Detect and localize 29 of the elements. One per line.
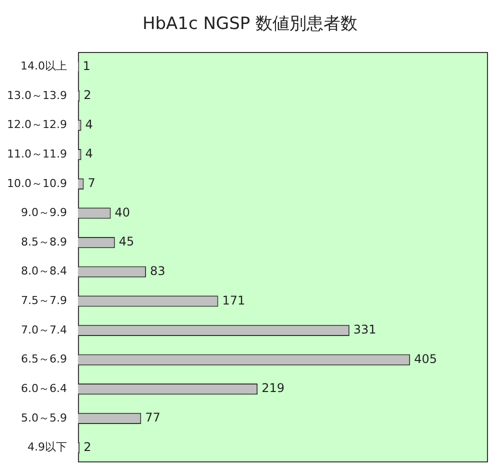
data-label: 77: [145, 410, 160, 425]
y-tick-label: 4.9以下: [27, 440, 67, 454]
data-label: 1: [82, 58, 90, 73]
data-label: 83: [150, 264, 166, 278]
chart-title: HbA1c NGSP 数値別患者数: [141, 13, 359, 35]
data-label: 4: [85, 117, 93, 132]
data-label: 45: [118, 234, 134, 249]
y-tick-label: 9.0～9.9: [20, 206, 67, 220]
y-tick-label: 14.0以上: [20, 60, 67, 73]
y-tick-label: 10.0～10.9: [7, 176, 67, 190]
data-label: 405: [414, 352, 438, 366]
data-label: 4: [85, 146, 93, 161]
y-tick-label: 12.0～12.9: [7, 118, 67, 132]
data-label: 2: [84, 440, 92, 454]
data-label: 171: [222, 293, 246, 308]
data-label: 7: [88, 176, 96, 190]
y-tick-label: 5.0～5.9: [20, 411, 67, 424]
y-tick-label: 13.0～13.9: [7, 88, 67, 102]
y-tick-label: 8.5～8.9: [20, 235, 67, 248]
data-label: 219: [262, 381, 284, 396]
y-tick-label: 6.5～6.9: [20, 352, 67, 366]
data-label: 331: [353, 322, 376, 337]
y-tick-label: 6.0～6.4: [20, 382, 67, 395]
data-label: 2: [84, 88, 92, 102]
data-label: 40: [114, 205, 130, 220]
y-tick-label: 8.0～8.4: [20, 264, 67, 278]
y-tick-label: 7.0～7.4: [20, 323, 67, 336]
y-tick-label: 7.5～7.9: [20, 294, 67, 308]
y-tick-label: 11.0～11.9: [7, 147, 67, 160]
